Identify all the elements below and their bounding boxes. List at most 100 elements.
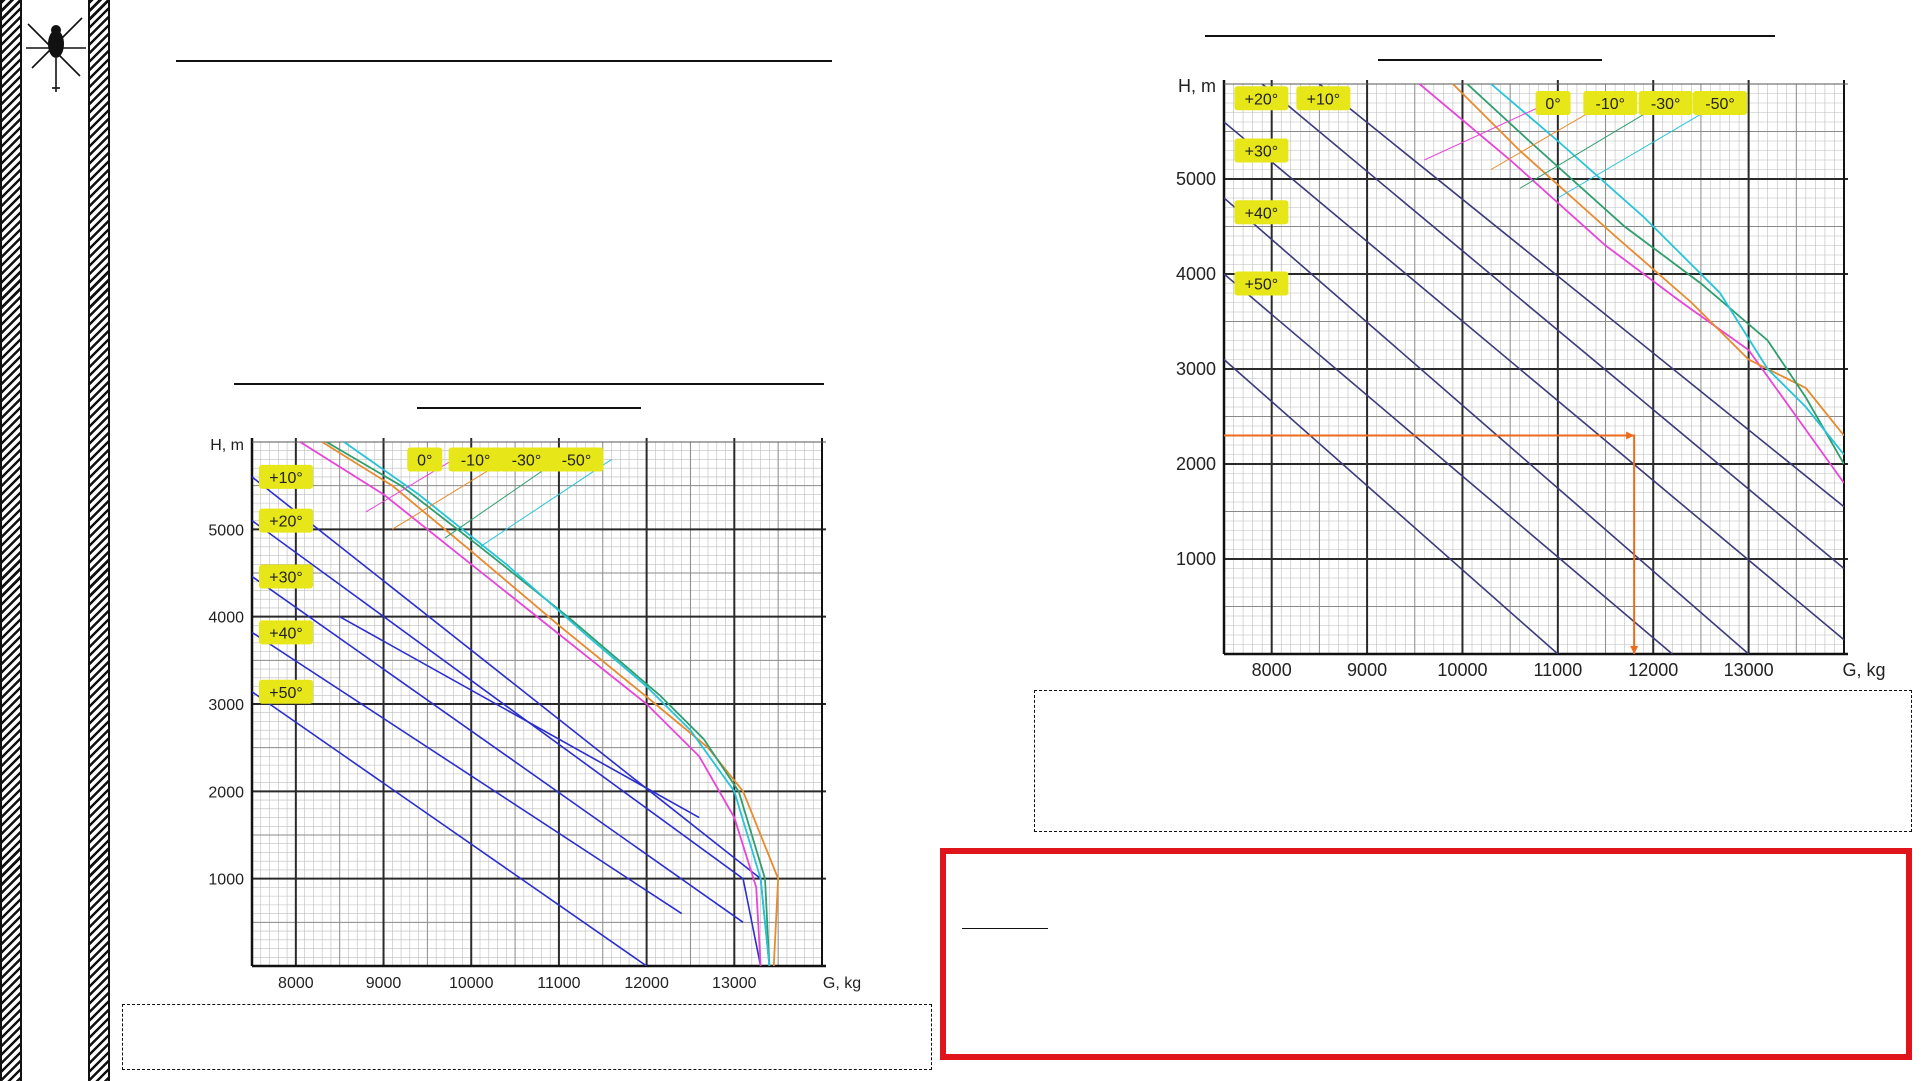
isotherm-label: +20°	[1245, 91, 1279, 108]
isotherm-label: +10°	[1307, 91, 1341, 108]
isotherm-label: +50°	[1245, 277, 1279, 294]
top-heading-rule	[176, 60, 832, 62]
isotherm-label: +40°	[1245, 205, 1279, 222]
isotherm-label: +40°	[269, 625, 303, 642]
right-hatched-border	[88, 0, 110, 1081]
legend-label-bg	[499, 447, 554, 472]
legend-label: -30°	[512, 452, 542, 469]
x-tick-label: 11000	[1533, 660, 1582, 680]
isotherm-line	[1224, 121, 1844, 641]
series-line	[1452, 84, 1844, 437]
isotherm-line	[252, 631, 683, 915]
chart-2-note-box	[1034, 690, 1912, 832]
series-line	[299, 442, 762, 966]
isotherm-label: +10°	[269, 470, 303, 487]
right-subheading-rule	[1378, 59, 1602, 61]
x-tick-label: 12000	[1628, 660, 1678, 680]
series-line	[1418, 84, 1844, 484]
legend-label: -30°	[1651, 96, 1681, 113]
helicopter-icon	[26, 17, 86, 92]
y-tick-label: 2000	[208, 784, 244, 801]
isotherm-label-bg	[259, 508, 313, 533]
isotherm-label: +30°	[1245, 144, 1279, 161]
y-tick-label: 4000	[208, 610, 244, 627]
isotherm-line	[252, 519, 762, 966]
x-tick-label: 10000	[449, 975, 494, 992]
legend-label-bg	[448, 447, 503, 472]
legend-leader-line	[479, 459, 612, 548]
chart-1-title-rule	[234, 383, 824, 385]
y-tick-label: 3000	[1176, 359, 1216, 379]
x-tick-label: 13000	[712, 975, 757, 992]
isotherm-label-bg	[1234, 138, 1289, 163]
x-axis-label: G, kg	[823, 975, 861, 992]
isotherm-label-bg	[259, 564, 313, 589]
chart-1-subtitle-rule	[417, 407, 641, 409]
x-axis-label: G, kg	[1842, 660, 1885, 680]
example-path-arrowhead	[1626, 431, 1635, 440]
y-tick-label: 4000	[1176, 264, 1216, 284]
x-tick-label: 11000	[537, 975, 580, 992]
y-tick-label: 5000	[208, 522, 244, 539]
y-tick-label: 2000	[1176, 454, 1216, 474]
isotherm-line	[1224, 197, 1750, 654]
legend-label-bg	[1638, 91, 1693, 115]
series-line	[343, 442, 771, 966]
y-axis-label: H, m	[210, 437, 244, 454]
legend-label: 0°	[417, 452, 432, 469]
left-hatched-border	[0, 0, 22, 1081]
y-tick-label: 1000	[1176, 549, 1216, 569]
y-tick-label: 5000	[1176, 169, 1216, 189]
isotherm-label-bg	[1296, 86, 1351, 111]
chart-altitude-vs-weight-2: 8000 9000 10000 11000 12000 13000 1000 2000 3000…	[1176, 76, 1886, 680]
legend-label-bg	[1583, 91, 1638, 115]
legend-label-bg	[549, 447, 604, 472]
y-axis-label: H, m	[1178, 76, 1216, 96]
isotherm-label-bg	[259, 464, 313, 489]
isotherm-line	[252, 575, 744, 923]
isotherm-label: +50°	[269, 685, 303, 702]
x-tick-label: 9000	[366, 975, 402, 992]
x-tick-label: 10000	[1437, 660, 1487, 680]
isotherm-label-bg	[1234, 271, 1289, 296]
example-path-arrowhead	[1630, 646, 1639, 654]
x-tick-label: 12000	[624, 975, 669, 992]
right-heading-rule	[1205, 35, 1775, 37]
legend-label: -10°	[461, 452, 491, 469]
chart-altitude-vs-weight-1: 8000 9000 10000 11000 12000 13000 1000 2000 3000…	[208, 437, 861, 992]
isotherm-line	[1318, 84, 1844, 508]
legend-leader-line	[1557, 102, 1721, 199]
isotherm-line	[1224, 273, 1673, 654]
isotherm-line	[1224, 358, 1559, 654]
warning-box	[940, 848, 1912, 1060]
isotherm-line	[339, 615, 700, 819]
isotherm-line	[252, 691, 648, 966]
isotherm-label-bg	[259, 679, 313, 704]
legend-leader-line	[1424, 102, 1549, 161]
plot-area	[252, 442, 780, 966]
y-tick-label: 1000	[208, 872, 244, 889]
legend-label: -10°	[1596, 96, 1626, 113]
x-tick-label: 8000	[278, 975, 314, 992]
series-line	[1466, 84, 1844, 465]
warning-heading-underline	[962, 928, 1048, 929]
x-tick-label: 8000	[1252, 660, 1292, 680]
isotherm-label: +30°	[269, 569, 303, 586]
legend-label-bg	[1693, 91, 1747, 115]
legend-label: -50°	[562, 452, 592, 469]
series-line	[326, 442, 771, 966]
legend-leader-line	[444, 459, 560, 539]
example-path-line	[1224, 434, 1636, 654]
plot-area	[1224, 84, 1844, 654]
chart-1-note-box	[122, 1004, 932, 1070]
isotherm-line	[1261, 84, 1844, 570]
legend-label: 0°	[1545, 96, 1560, 113]
legend-label-bg	[1535, 91, 1571, 115]
isotherm-label-bg	[1234, 86, 1289, 111]
x-tick-label: 13000	[1724, 660, 1774, 680]
x-tick-label: 9000	[1347, 660, 1387, 680]
isotherm-label-bg	[259, 620, 313, 645]
legend-label: -50°	[1705, 96, 1735, 113]
isotherm-label: +20°	[269, 514, 303, 531]
legend-leader-line	[1519, 102, 1664, 189]
